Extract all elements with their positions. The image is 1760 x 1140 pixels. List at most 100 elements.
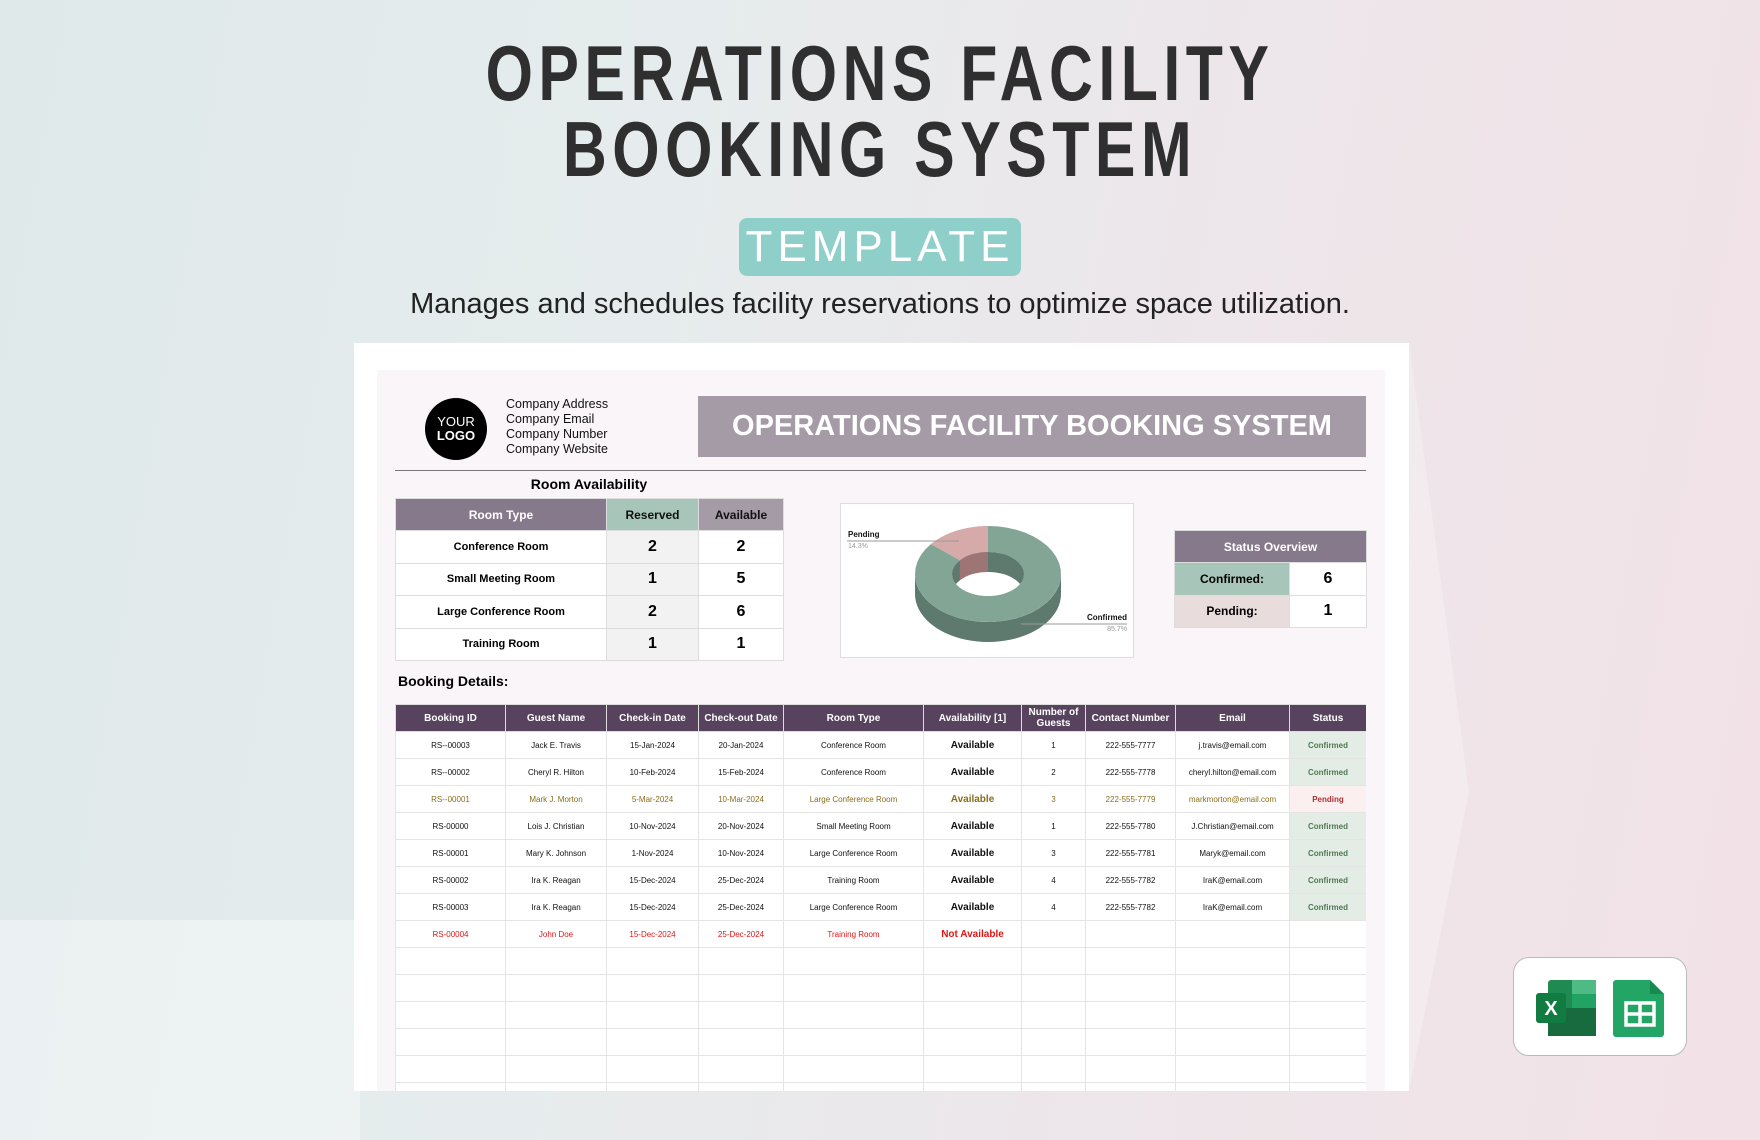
check-out-date-cell: 10-Mar-2024 [698,785,784,813]
empty-cell[interactable] [1021,1082,1086,1091]
guest-name-cell: Jack E. Travis [505,731,607,759]
availability-cell: Available [923,893,1022,921]
empty-cell[interactable] [1085,1082,1176,1091]
empty-cell[interactable] [698,1028,784,1056]
empty-cell[interactable] [1085,1001,1176,1029]
status-label: Confirmed: [1174,562,1290,596]
svg-text:X: X [1544,998,1558,1020]
donut-slice-confirmed [915,526,1061,622]
contact-number-cell: 222-555-7782 [1085,866,1176,894]
empty-cell[interactable] [1021,1028,1086,1056]
status-cell [1289,920,1366,948]
guest-name-cell: Mark J. Morton [505,785,607,813]
empty-cell[interactable] [1289,974,1366,1002]
empty-cell[interactable] [698,1082,784,1091]
booking-id-cell: RS--00003 [395,731,506,759]
empty-cell[interactable] [1175,1001,1290,1029]
available-cell: 6 [698,595,784,629]
empty-cell[interactable] [1175,1055,1290,1083]
empty-cell[interactable] [923,1028,1022,1056]
empty-cell[interactable] [783,974,924,1002]
room-type-cell: Large Conference Room [783,839,924,867]
room-type-cell: Conference Room [783,731,924,759]
empty-cell[interactable] [395,1001,506,1029]
availability-cell: Available [923,812,1022,840]
excel-icon: X [1536,980,1596,1036]
reserved-cell: 2 [606,595,699,629]
empty-cell[interactable] [505,974,607,1002]
empty-cell[interactable] [698,974,784,1002]
empty-cell[interactable] [783,1055,924,1083]
email-cell: IraK@email.com [1175,893,1290,921]
empty-cell[interactable] [606,1082,699,1091]
empty-cell[interactable] [783,1028,924,1056]
empty-cell[interactable] [606,947,699,975]
availability-cell: Available [923,866,1022,894]
empty-cell[interactable] [1289,1055,1366,1083]
empty-cell[interactable] [923,1055,1022,1083]
empty-row [395,974,1366,1002]
room-type-cell: Large Conference Room [783,785,924,813]
empty-cell[interactable] [395,974,506,1002]
status-cell: Confirmed [1289,731,1366,759]
header-guest-name: Guest Name [505,704,607,732]
empty-cell[interactable] [395,1055,506,1083]
empty-cell[interactable] [1085,1055,1176,1083]
empty-cell[interactable] [698,1055,784,1083]
empty-cell[interactable] [1289,1028,1366,1056]
empty-cell[interactable] [1175,947,1290,975]
company-number: Company Number [506,427,608,441]
empty-cell[interactable] [1175,1028,1290,1056]
empty-cell[interactable] [923,1001,1022,1029]
empty-cell[interactable] [783,1082,924,1091]
guests-cell: 4 [1021,893,1086,921]
empty-cell[interactable] [606,974,699,1002]
status-cell: Pending [1289,785,1366,813]
guest-name-cell: John Doe [505,920,607,948]
empty-cell[interactable] [783,947,924,975]
empty-cell[interactable] [1021,1001,1086,1029]
empty-cell[interactable] [1021,974,1086,1002]
empty-cell[interactable] [395,947,506,975]
status-value: 6 [1289,562,1367,596]
empty-cell[interactable] [505,947,607,975]
empty-cell[interactable] [1021,1055,1086,1083]
empty-cell[interactable] [1085,1028,1176,1056]
empty-cell[interactable] [1085,947,1176,975]
pending-label: Pending [848,530,880,539]
empty-cell[interactable] [505,1028,607,1056]
room-type-cell: Conference Room [395,530,607,564]
room-row: Conference Room 2 2 [395,530,784,564]
empty-cell[interactable] [698,1001,784,1029]
check-in-date-cell: 10-Feb-2024 [606,758,699,786]
check-out-date-cell: 10-Nov-2024 [698,839,784,867]
header-booking-id: Booking ID [395,704,506,732]
empty-cell[interactable] [923,974,1022,1002]
check-in-date-cell: 15-Dec-2024 [606,866,699,894]
empty-cell[interactable] [1289,947,1366,975]
hero-title-line1: OPERATIONS FACILITY [485,29,1275,117]
empty-cell[interactable] [606,1055,699,1083]
empty-cell[interactable] [395,1082,506,1091]
guest-name-cell: Ira K. Reagan [505,893,607,921]
empty-cell[interactable] [1175,1082,1290,1091]
empty-cell[interactable] [395,1028,506,1056]
email-cell [1175,920,1290,948]
status-donut-chart: Pending 14.3% Confirmed 85.7% [840,503,1134,658]
empty-cell[interactable] [1175,974,1290,1002]
empty-cell[interactable] [1085,974,1176,1002]
empty-cell[interactable] [505,1055,607,1083]
empty-cell[interactable] [505,1082,607,1091]
empty-cell[interactable] [923,947,1022,975]
empty-cell[interactable] [783,1001,924,1029]
header-contact-number: Contact Number [1085,704,1176,732]
empty-cell[interactable] [698,947,784,975]
company-logo: YOUR LOGO [425,398,487,460]
empty-cell[interactable] [1289,1001,1366,1029]
empty-cell[interactable] [505,1001,607,1029]
empty-cell[interactable] [1021,947,1086,975]
empty-cell[interactable] [606,1001,699,1029]
empty-cell[interactable] [923,1082,1022,1091]
empty-cell[interactable] [1289,1082,1366,1091]
empty-cell[interactable] [606,1028,699,1056]
